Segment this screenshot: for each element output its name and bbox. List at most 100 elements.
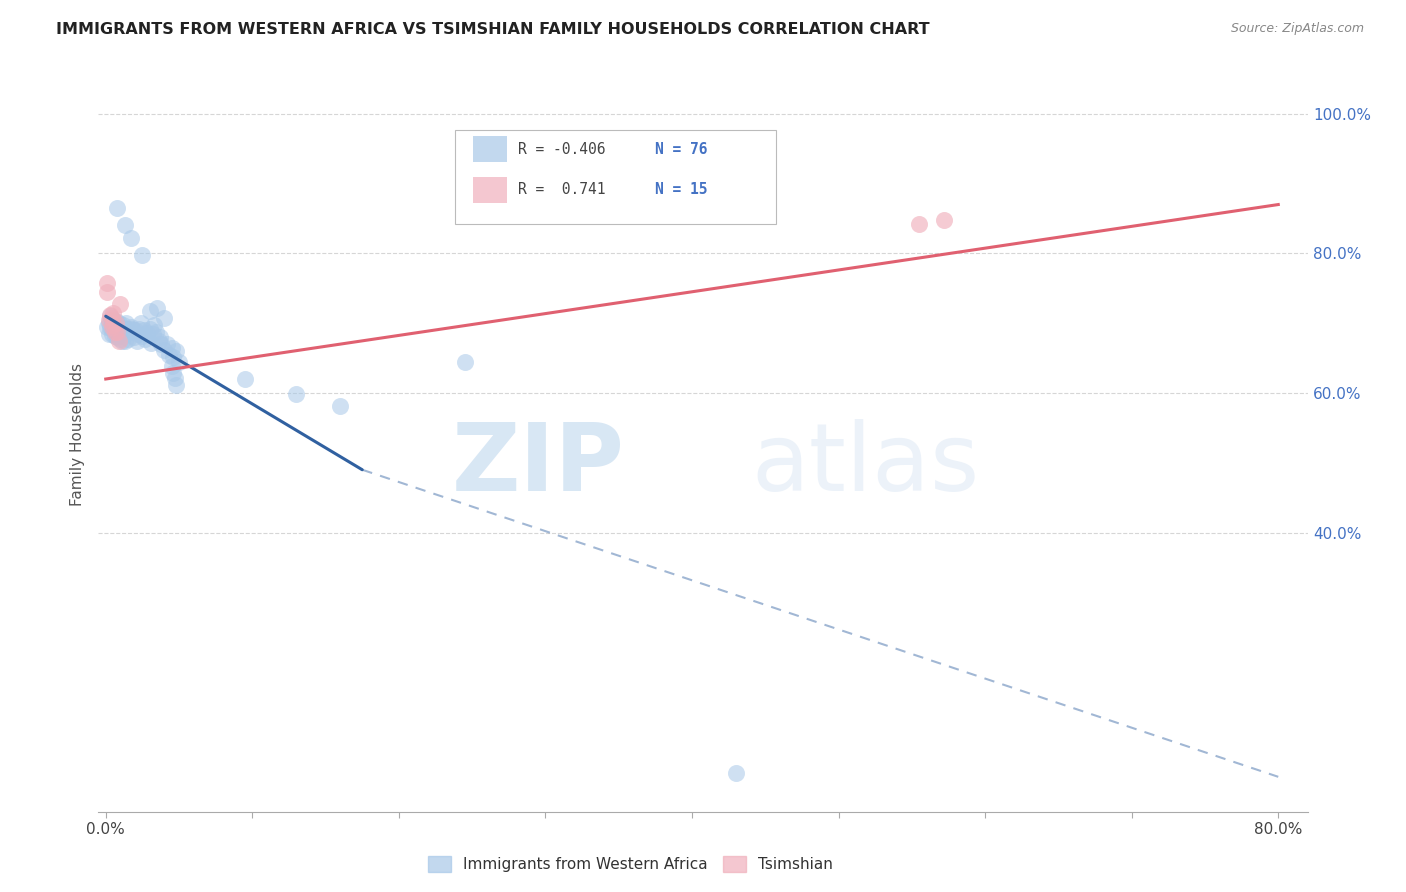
Point (100, 310, 122, 325)
Point (141, 335, 163, 350)
Point (100, 316, 122, 330)
Point (163, 370, 186, 384)
Point (100, 319, 122, 334)
Point (97, 316, 120, 330)
Point (96, 285, 118, 299)
Text: R =  0.741: R = 0.741 (517, 182, 606, 197)
Point (112, 328, 135, 343)
Text: ZIP: ZIP (451, 419, 624, 511)
Point (107, 330, 129, 344)
Point (162, 350, 184, 364)
Point (142, 327, 165, 342)
Point (329, 399, 352, 413)
Point (114, 219, 136, 233)
Point (108, 334, 131, 348)
Point (724, 766, 747, 780)
Point (167, 354, 190, 368)
Point (131, 328, 153, 343)
Point (105, 316, 128, 330)
Text: Source: ZipAtlas.com: Source: ZipAtlas.com (1230, 22, 1364, 36)
Point (125, 334, 148, 348)
Point (124, 323, 146, 337)
Point (285, 387, 308, 401)
Point (134, 332, 156, 346)
Point (111, 322, 134, 336)
Point (110, 319, 132, 334)
Point (149, 330, 172, 344)
Point (98, 319, 121, 334)
Point (148, 334, 170, 348)
Point (97, 326, 120, 341)
Point (233, 372, 256, 386)
Point (98, 308, 121, 322)
Point (146, 301, 169, 315)
Y-axis label: Family Households: Family Households (70, 363, 86, 507)
Point (162, 367, 184, 381)
Point (150, 337, 173, 351)
Point (117, 322, 139, 336)
Point (165, 377, 187, 392)
Text: atlas: atlas (751, 419, 980, 511)
Point (118, 325, 141, 339)
FancyBboxPatch shape (456, 129, 776, 224)
Point (153, 310, 176, 325)
Point (111, 334, 134, 348)
Point (143, 318, 166, 332)
Text: N = 76: N = 76 (655, 142, 707, 157)
Point (114, 322, 136, 336)
FancyBboxPatch shape (474, 178, 508, 202)
Point (101, 323, 124, 337)
Point (114, 334, 136, 348)
Point (156, 337, 179, 351)
Point (108, 325, 131, 339)
Point (103, 318, 125, 332)
Point (138, 322, 160, 336)
Point (112, 318, 135, 332)
Point (96, 319, 118, 334)
Point (160, 359, 183, 374)
Point (908, 217, 931, 231)
Point (97, 312, 120, 326)
Point (120, 319, 142, 334)
Point (108, 316, 131, 330)
Point (117, 332, 139, 346)
Point (98, 309, 121, 323)
Point (131, 248, 153, 262)
Point (932, 213, 955, 227)
FancyBboxPatch shape (474, 136, 508, 162)
Text: N = 15: N = 15 (655, 182, 707, 197)
Point (129, 316, 152, 330)
Point (165, 344, 187, 359)
Point (122, 330, 145, 344)
Point (96, 276, 118, 290)
Point (101, 312, 124, 326)
Point (100, 326, 122, 341)
Point (160, 341, 183, 355)
Point (138, 303, 160, 318)
Point (101, 306, 124, 320)
Point (132, 323, 155, 337)
Point (110, 296, 132, 310)
Point (128, 322, 150, 336)
Point (120, 231, 142, 245)
Point (105, 325, 128, 339)
Point (107, 201, 129, 215)
Point (127, 326, 149, 341)
Legend: Immigrants from Western Africa, Tsimshian: Immigrants from Western Africa, Tsimshia… (427, 856, 832, 871)
Text: IMMIGRANTS FROM WESTERN AFRICA VS TSIMSHIAN FAMILY HOUSEHOLDS CORRELATION CHART: IMMIGRANTS FROM WESTERN AFRICA VS TSIMSH… (56, 22, 929, 37)
Point (105, 314, 128, 328)
Point (115, 316, 138, 330)
Point (103, 328, 125, 343)
Point (101, 318, 124, 332)
Point (103, 325, 125, 339)
Point (121, 322, 143, 336)
Text: R = -0.406: R = -0.406 (517, 142, 606, 157)
Point (107, 319, 129, 334)
Point (145, 325, 167, 339)
Point (153, 343, 176, 357)
Point (454, 354, 477, 368)
Point (135, 326, 157, 340)
Point (110, 332, 132, 346)
Point (107, 325, 129, 339)
Point (157, 348, 180, 362)
